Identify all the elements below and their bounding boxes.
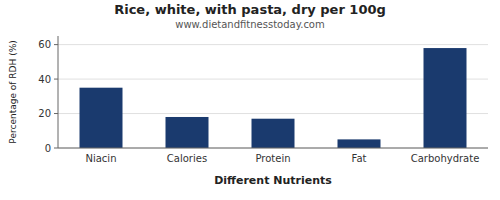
chart-container: Rice, white, with pasta, dry per 100g www… bbox=[0, 0, 500, 200]
x-axis-label: Different Nutrients bbox=[214, 174, 332, 187]
grid-line bbox=[58, 44, 488, 45]
y-grid bbox=[58, 45, 488, 148]
x-tick-label: Fat bbox=[352, 153, 367, 164]
x-tick-label: Protein bbox=[255, 153, 290, 164]
x-tick-label: Carbohydrate bbox=[411, 153, 480, 164]
bar bbox=[424, 48, 467, 148]
x-tick-label: Niacin bbox=[85, 153, 116, 164]
bar bbox=[252, 119, 295, 148]
bars bbox=[80, 48, 467, 148]
x-axis-line bbox=[58, 148, 488, 149]
y-tick-label: 0 bbox=[45, 143, 51, 154]
y-axis-label: Percentage of RDH (%) bbox=[8, 40, 18, 143]
y-tick bbox=[54, 44, 58, 45]
grid-line bbox=[58, 148, 488, 149]
y-tick-label: 60 bbox=[38, 39, 51, 50]
y-tick bbox=[54, 79, 58, 80]
y-tick-label: 40 bbox=[38, 74, 51, 85]
bar bbox=[166, 117, 209, 148]
y-tick bbox=[54, 148, 58, 149]
subtitle: www.dietandfitnesstoday.com bbox=[175, 19, 324, 30]
y-axis-line bbox=[58, 36, 59, 148]
title: Rice, white, with pasta, dry per 100g bbox=[114, 2, 386, 17]
bar bbox=[80, 88, 123, 148]
y-tick-label: 20 bbox=[38, 108, 51, 119]
chart: Rice, white, with pasta, dry per 100g www… bbox=[0, 0, 500, 200]
x-tick-label: Calories bbox=[167, 153, 207, 164]
bar bbox=[338, 139, 381, 148]
y-tick bbox=[54, 113, 58, 114]
